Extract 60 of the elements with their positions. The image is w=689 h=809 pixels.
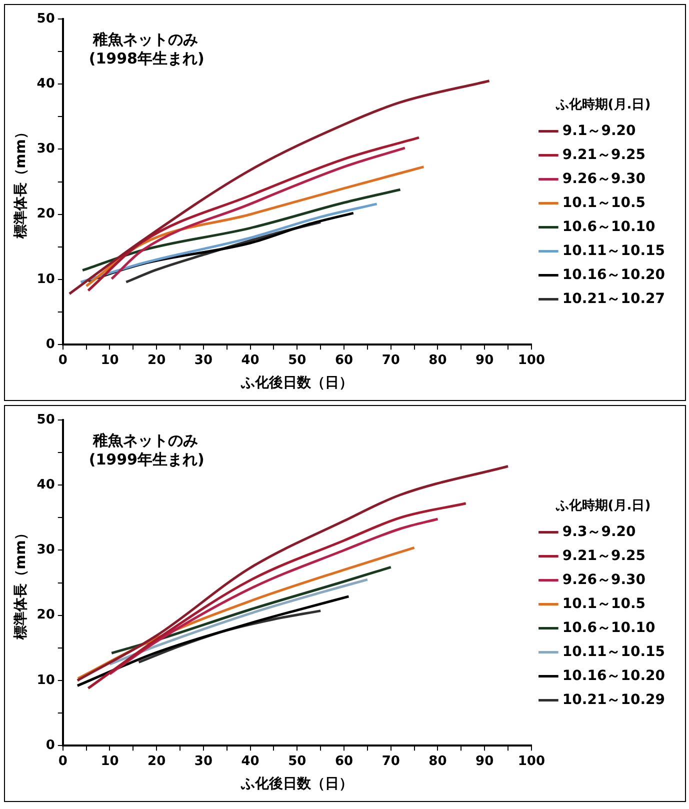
y-axis-title: 標準体長（mm） [13,125,30,240]
x-tick-label: 80 [428,754,447,769]
legend-label: 9.21～9.25 [562,146,646,163]
legend-label: 10.16～10.20 [562,668,666,684]
y-tick-label: 50 [36,11,55,26]
x-tick-label: 90 [476,352,494,368]
x-tick-label: 30 [194,352,212,368]
text: (1999年生まれ) [88,450,204,468]
x-tick-label: 40 [241,754,260,769]
legend-label: 10.21～10.27 [562,290,666,307]
legend-label: 10.1～10.5 [562,596,646,612]
legend-label: 9.26～9.30 [562,572,646,588]
x-axis-title: ふ化後日数（日） [240,375,354,392]
x-tick-label: 70 [382,754,400,769]
y-tick-label: 30 [36,542,55,558]
x-tick-label: 90 [476,754,494,769]
x-tick-label: 60 [334,754,354,769]
x-tick-label: 10 [100,754,119,769]
x-tick-label: 100 [518,352,546,368]
y-tick-label: 20 [36,608,55,623]
y-tick-label: 10 [36,672,55,688]
x-tick-label: 40 [241,352,260,368]
x-tick-label: 60 [334,352,354,368]
legend-label: 10.6～10.10 [562,218,656,235]
text: 稚魚ネットのみ [92,431,198,450]
x-tick-label: 50 [288,754,306,769]
legend-label: 10.6～10.10 [562,620,656,636]
text: 稚魚ネットのみ [92,30,198,48]
x-tick-label: 80 [428,352,447,368]
x-tick-label: 20 [148,352,166,368]
x-tick-label: 10 [100,352,119,368]
y-tick-label: 30 [36,142,55,157]
y-axis-title: 標準体長（mm） [13,526,30,640]
y-tick-label: 10 [36,272,55,287]
legend-title: ふ化時期(月.日) [554,498,651,514]
y-tick-label: 40 [36,76,55,92]
y-tick-label: 0 [46,336,55,352]
x-tick-label: 70 [382,352,400,368]
legend-label: 10.1～10.5 [562,194,646,211]
x-tick-label: 0 [58,754,68,769]
x-axis-title: ふ化後日数（日） [240,776,354,792]
y-tick-label: 50 [36,412,55,428]
x-tick-label: 20 [148,754,166,769]
x-tick-label: 100 [518,754,546,769]
y-tick-label: 0 [46,738,55,753]
legend-label: 9.3～9.20 [562,524,636,540]
legend-label: 10.16～10.20 [562,266,666,283]
legend-label: 9.26～9.30 [562,170,646,187]
x-tick-label: 0 [58,352,68,368]
legend-label: 9.1～9.20 [562,122,636,139]
y-tick-label: 20 [36,206,55,222]
legend-label: 9.21～9.25 [562,548,646,564]
legend-label: 10.11～10.15 [562,242,666,259]
text: (1998年生まれ) [88,49,204,68]
legend-title: ふ化時期(月.日) [554,98,651,113]
x-tick-label: 30 [194,754,212,769]
y-tick-label: 40 [36,477,55,492]
legend-label: 10.11～10.15 [562,644,666,660]
legend-label: 10.21～10.29 [562,692,666,708]
x-tick-label: 50 [288,352,306,368]
